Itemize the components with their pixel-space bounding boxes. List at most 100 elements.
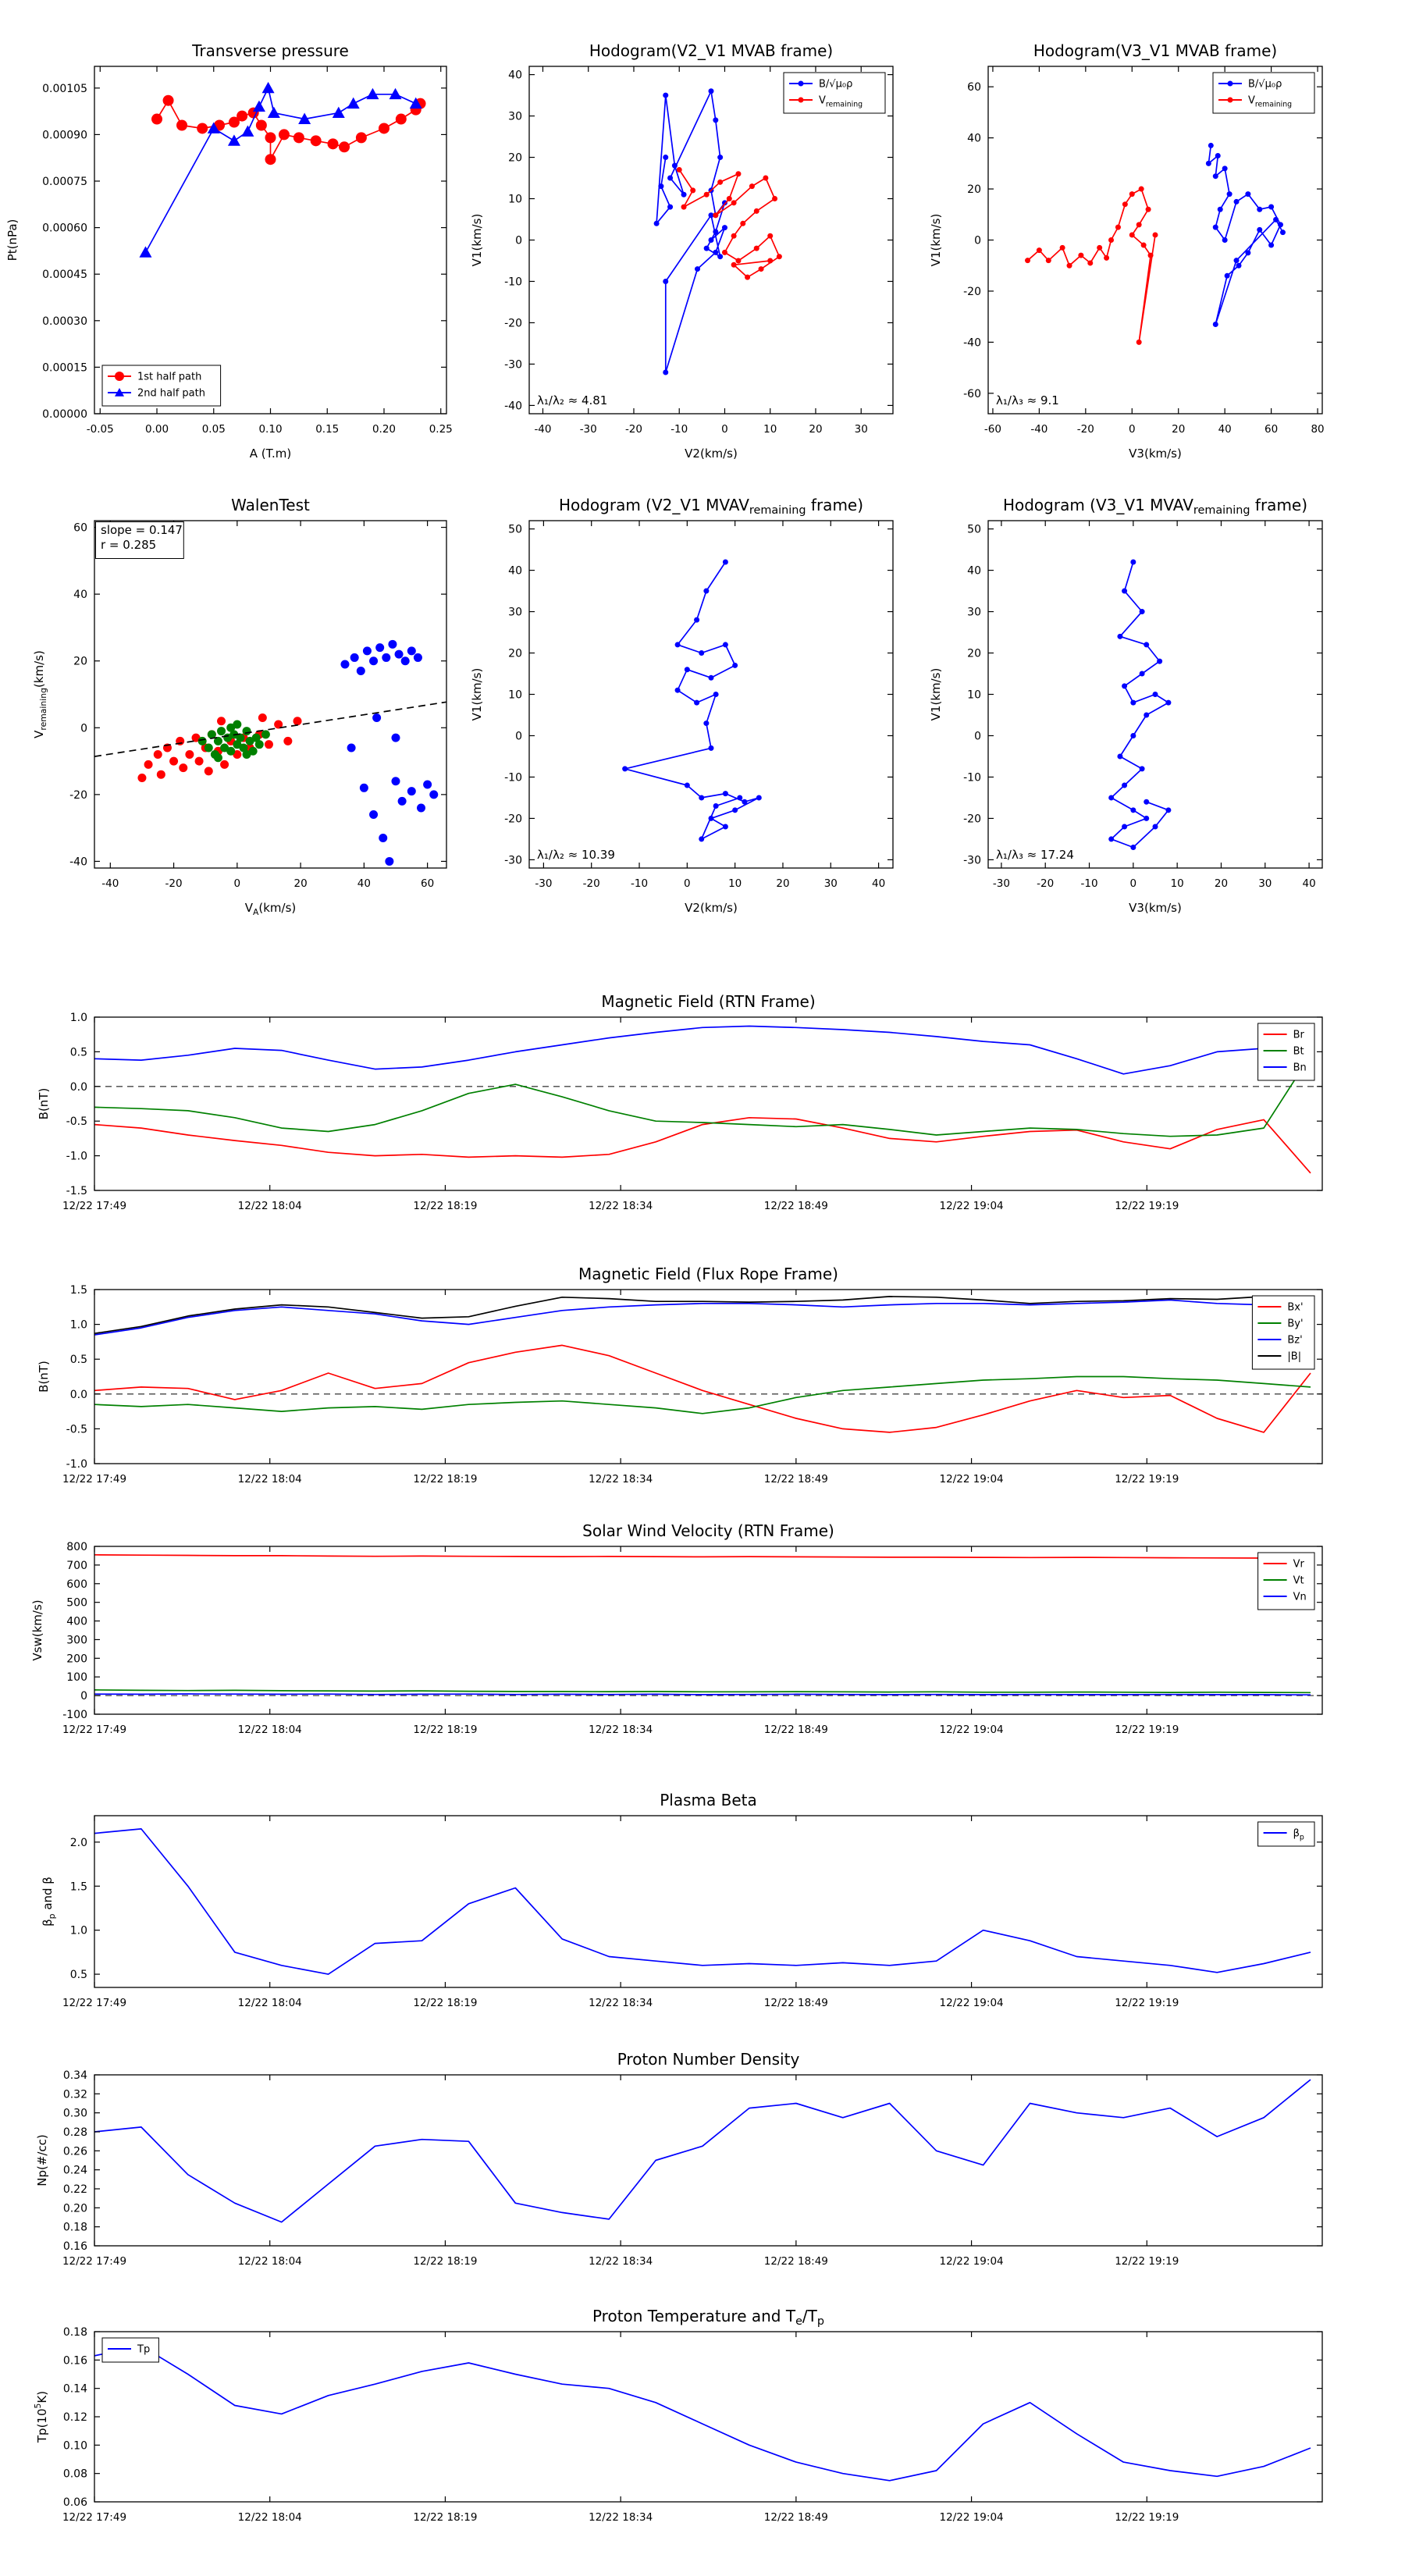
tspan-element: 20 [508, 648, 522, 660]
tspan-element: -20 [963, 813, 981, 825]
legend-label: 2nd half path [137, 388, 205, 400]
x-tick-label: -0.05 [87, 423, 114, 436]
tspan-element: 0.20 [63, 2202, 87, 2215]
marker-dot [369, 656, 379, 666]
x-tick-label: 20 [1172, 423, 1185, 436]
tspan-element: 100 [66, 1671, 87, 1684]
x-axis-label: A (T.m) [250, 447, 292, 461]
marker-dot [1144, 642, 1150, 648]
y-tick-label: -40 [504, 400, 522, 412]
tspan-element: r = 0.285 [101, 538, 156, 552]
tspan-element: 0 [515, 235, 522, 247]
series-layer [1108, 559, 1172, 851]
series-line-p [94, 1828, 1311, 1975]
tspan-element: 0.00075 [42, 176, 87, 188]
tspan-element: 0.32 [63, 2088, 87, 2101]
marker-dot [226, 746, 236, 756]
tspan-element: Hodogram(V2_V1 MVAB frame) [589, 41, 833, 60]
marker-dot [144, 760, 153, 769]
legend-label: Bt [1293, 1046, 1304, 1058]
tspan-element: V3(km/s) [1129, 901, 1182, 915]
tspan-element: p [817, 2315, 824, 2328]
tspan-element: 0.25 [429, 423, 453, 436]
tspan-element: 0.30 [63, 2108, 87, 2120]
tspan-element: 0.12 [63, 2411, 87, 2424]
tspan-element: 60 [967, 81, 981, 94]
tspan-element: 0.26 [63, 2145, 87, 2158]
tspan-element: 0.05 [202, 423, 226, 436]
marker-dot [220, 760, 229, 769]
tspan-element: 500 [66, 1597, 87, 1610]
tspan-element: 40 [967, 133, 981, 145]
marker-dot [732, 807, 738, 813]
series-layer [94, 639, 446, 866]
tspan-element: Bx' [1287, 1302, 1303, 1314]
marker-dot [1130, 699, 1136, 706]
tspan-element: -0.05 [87, 423, 114, 436]
marker-dot [217, 717, 226, 726]
marker-circle [339, 141, 350, 153]
marker-dot [663, 369, 669, 375]
marker-dot [1165, 807, 1172, 813]
marker-dot [233, 720, 242, 729]
marker-circle [378, 123, 389, 134]
marker-dot [400, 656, 410, 666]
series-line-Np [94, 2079, 1311, 2223]
plot-background [94, 1017, 1322, 1190]
tspan-element: 30 [508, 111, 522, 123]
x-tick-label: 0 [1130, 877, 1137, 890]
tspan-element: -20 [1077, 423, 1094, 436]
series-layer [139, 81, 426, 258]
x-tick-label: 12/22 19:04 [940, 2255, 1004, 2268]
marker-dot [1257, 206, 1263, 212]
tspan-element: λ₁/λ₃ ≈ 17.24 [996, 848, 1074, 862]
marker-dot [713, 229, 719, 235]
marker-triangle [207, 122, 220, 133]
tspan-element: -20 [69, 789, 87, 802]
chart-title: Magnetic Field (Flux Rope Frame) [578, 1265, 838, 1283]
tspan-element: -10 [504, 771, 522, 784]
chart-hodogram-v3-v1-mvab: -60 -40 -20 0 20 40 60 80 -60 -40 -20 0 20 40 60 Hodogr… [929, 41, 1325, 461]
marker-dot [663, 92, 669, 98]
marker-dot [1130, 559, 1136, 565]
x-tick-label: 10 [763, 423, 777, 436]
tspan-element: 50 [967, 524, 981, 536]
marker-dot [713, 249, 719, 255]
tspan-element: -30 [504, 854, 522, 866]
plot-background [94, 2075, 1322, 2246]
tspan-element: Tp(10 [35, 2408, 49, 2443]
legend-label: B/√μ₀ρ [1248, 79, 1282, 91]
marker-dot [1117, 753, 1123, 760]
x-tick-label: -30 [535, 877, 552, 890]
marker-dot [1117, 633, 1123, 639]
legend-label: Bx' [1287, 1302, 1303, 1314]
x-tick-label: -40 [1030, 423, 1048, 436]
marker-circle [228, 116, 240, 128]
marker-circle [355, 132, 367, 144]
legend-box [1257, 1552, 1315, 1610]
tspan-element: -30 [993, 877, 1010, 890]
marker-dot [356, 667, 365, 676]
y-tick-label: 40 [508, 565, 522, 578]
x-tick-label: 12/22 18:49 [764, 1997, 828, 2009]
tspan-element: 12/22 19:19 [1115, 1200, 1179, 1212]
chart-magnetic-field-flux-rope: 12/22 17:49 12/22 18:04 12/22 18:19 12/22 1… [37, 1265, 1323, 1485]
tspan-element: 1st half path [137, 372, 201, 383]
tspan-element: λ₁/λ₂ ≈ 10.39 [537, 848, 615, 862]
y-tick-label: 0.22 [63, 2183, 87, 2196]
marker-dot [1108, 795, 1115, 801]
marker-circle [327, 138, 339, 150]
marker-circle [265, 154, 276, 165]
tspan-element: 0.00060 [42, 222, 87, 235]
tspan-element: 0 [684, 877, 691, 890]
y-tick-label: 0.08 [63, 2468, 87, 2481]
marker-dot [708, 674, 714, 681]
tspan-element: 12/22 18:04 [238, 2511, 302, 2524]
legend-label: 1st half path [137, 372, 201, 383]
legend: Tp [101, 2337, 159, 2363]
tspan-element: -1.0 [66, 1458, 87, 1471]
chart-title: Hodogram(V2_V1 MVAB frame) [589, 41, 833, 60]
tspan-element: 12/22 18:34 [589, 1997, 653, 2009]
series-markers-Vremaining [676, 166, 782, 280]
marker-dot [204, 743, 213, 753]
